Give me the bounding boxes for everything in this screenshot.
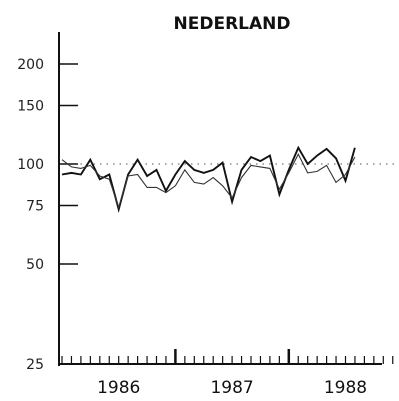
series-line-1	[61, 145, 356, 214]
y-tick-label: 50	[26, 257, 44, 273]
series-line-2	[61, 152, 356, 210]
y-tick-label: 25	[26, 357, 44, 373]
y-tick-label: 75	[26, 199, 44, 215]
x-ticks: 1986 1987 1988	[61, 349, 394, 398]
series-layer	[61, 145, 356, 214]
y-tick-label: 100	[17, 157, 44, 173]
y-tick-label: 150	[17, 99, 44, 115]
axes	[58, 32, 382, 366]
x-tick-label: 1986	[97, 378, 140, 398]
y-tick-label: 200	[17, 57, 44, 73]
x-tick-label: 1987	[210, 378, 253, 398]
chart-title: NEDERLAND	[174, 14, 291, 34]
x-tick-label: 1988	[324, 378, 367, 398]
